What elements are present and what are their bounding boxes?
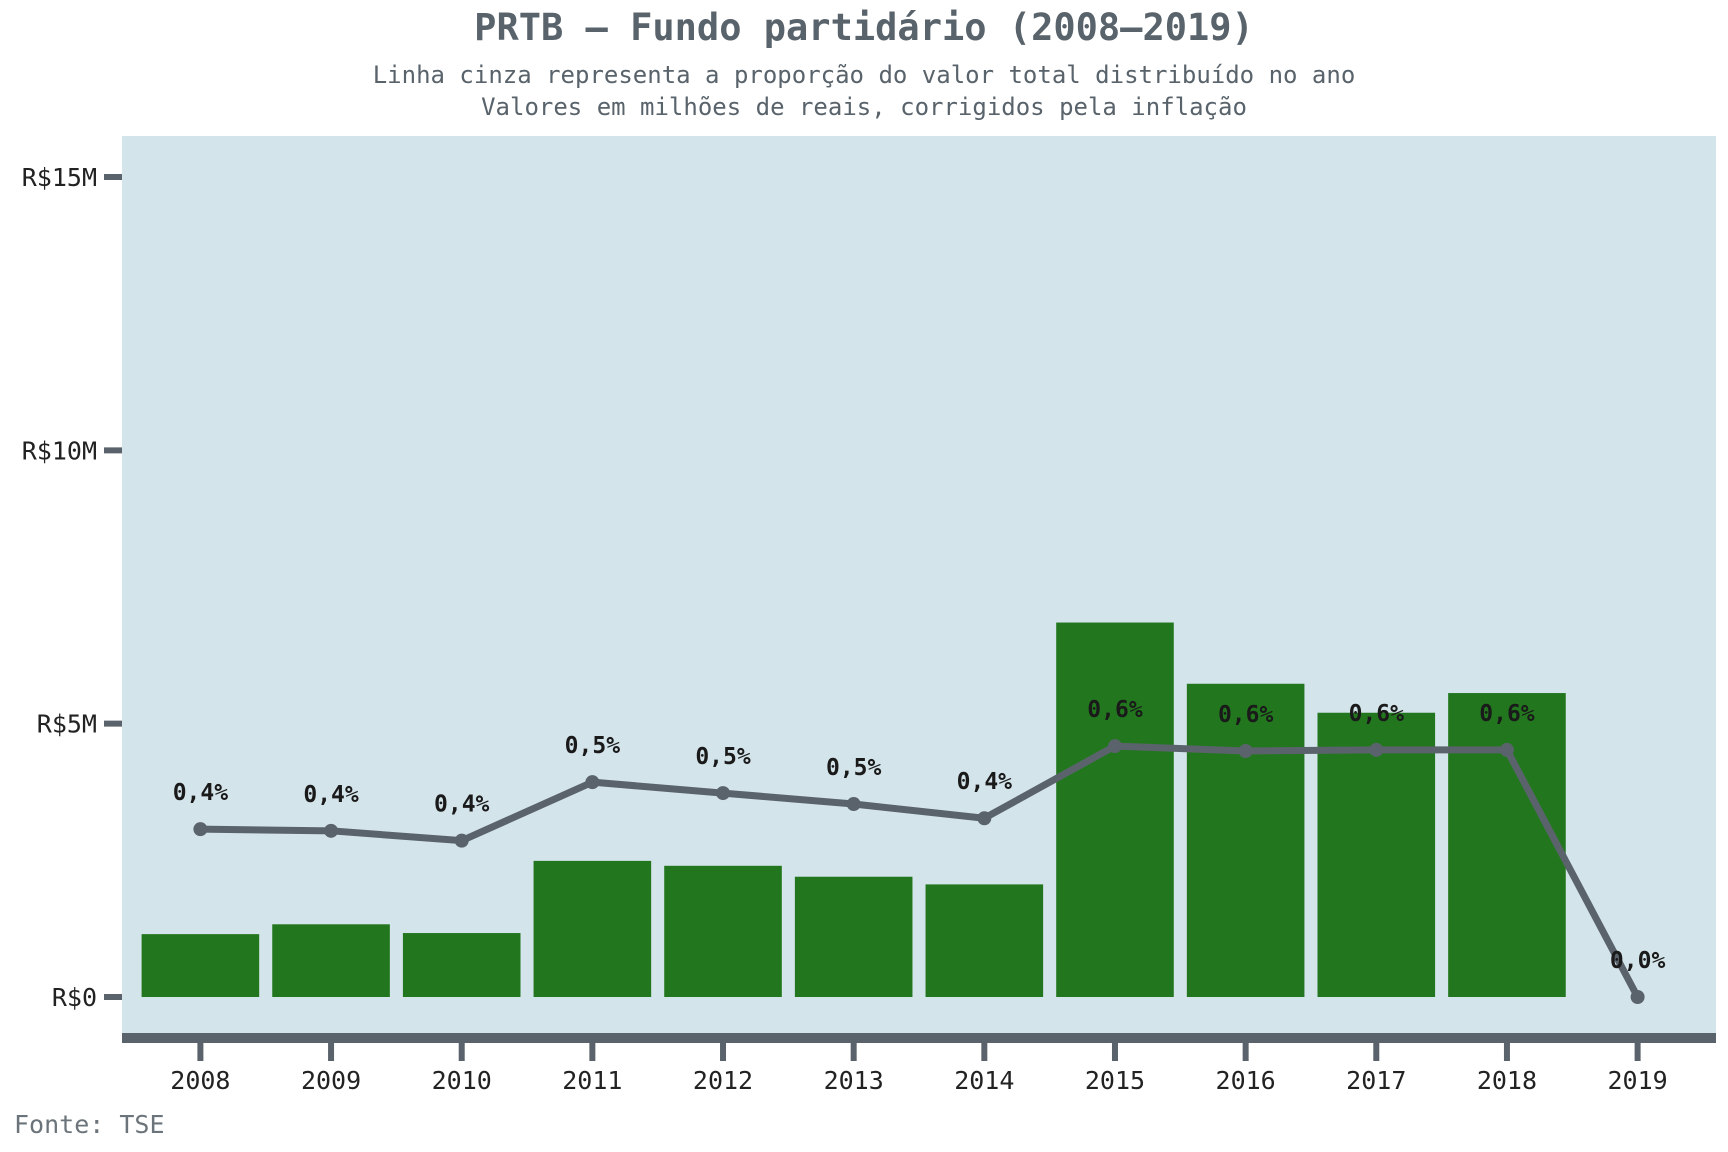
y-tick-label: R$15M — [22, 163, 97, 192]
x-tick-label-2015: 2015 — [1085, 1066, 1145, 1095]
share-label-2008: 0,4% — [173, 780, 229, 806]
share-point-2011 — [585, 775, 600, 790]
share-label-2014: 0,4% — [957, 769, 1013, 795]
bar-2013 — [794, 876, 913, 997]
share-label-2015: 0,6% — [1087, 697, 1143, 723]
share-point-2013 — [846, 797, 861, 812]
bar-2018 — [1448, 693, 1566, 997]
y-tick-label: R$0 — [52, 983, 97, 1012]
x-tick-label-2012: 2012 — [693, 1066, 753, 1095]
y-tick-label: R$10M — [22, 436, 97, 465]
share-point-2014 — [977, 811, 992, 826]
x-tick-label-2009: 2009 — [301, 1066, 361, 1095]
share-label-2009: 0,4% — [303, 782, 359, 808]
share-line — [196, 742, 1642, 1001]
source-caption: Fonte: TSE — [14, 1110, 165, 1139]
chart-title: PRTB – Fundo partidário (2008–2019) — [474, 6, 1254, 49]
x-tick-label-2017: 2017 — [1346, 1066, 1406, 1095]
share-point-2015 — [1107, 739, 1122, 754]
bar-2016 — [1186, 683, 1305, 997]
x-tick-label-2014: 2014 — [954, 1066, 1014, 1095]
bar-2008 — [141, 934, 260, 997]
x-tick-label-2016: 2016 — [1216, 1066, 1276, 1095]
bar-2017 — [1317, 712, 1436, 997]
share-label-2017: 0,6% — [1349, 701, 1405, 727]
chart-subtitle-line1: Linha cinza representa a proporção do va… — [373, 61, 1356, 89]
x-tick-label-2011: 2011 — [562, 1066, 622, 1095]
y-axis: R$0 R$5M R$10M R$15M — [22, 163, 122, 1012]
share-point-2010 — [454, 833, 469, 848]
share-point-2018 — [1499, 742, 1514, 757]
share-label-2010: 0,4% — [434, 792, 490, 818]
share-point-2008 — [193, 822, 208, 837]
share-label-2013: 0,5% — [826, 755, 882, 781]
bar-2009 — [272, 924, 390, 997]
bar-2015 — [1056, 622, 1174, 997]
line-series — [193, 739, 1645, 1004]
bar-2012 — [664, 865, 782, 997]
share-label-2012: 0,5% — [695, 744, 751, 770]
share-label-2011: 0,5% — [565, 733, 621, 759]
bar-2010 — [402, 933, 521, 997]
x-tick-label-2008: 2008 — [170, 1066, 230, 1095]
x-tick-label-2013: 2013 — [824, 1066, 884, 1095]
bar-2014 — [925, 884, 1044, 997]
data-labels: 0,4% 0,4% 0,4% 0,5% 0,5% 0,5% 0,4% 0,6% 0,6% 0,6%… — [173, 697, 1666, 974]
share-point-2019 — [1630, 990, 1645, 1004]
chart-subtitle-line2: Valores em milhões de reais, corrigidos … — [481, 93, 1247, 121]
bar-series — [141, 622, 1566, 997]
share-label-2018: 0,6% — [1479, 701, 1535, 727]
share-label-2019: 0,0% — [1610, 948, 1666, 974]
x-tick-label-2018: 2018 — [1477, 1066, 1537, 1095]
share-point-2017 — [1369, 742, 1384, 757]
x-tick-label-2019: 2019 — [1607, 1066, 1667, 1095]
share-point-2012 — [716, 786, 731, 801]
x-tick-label-2010: 2010 — [432, 1066, 492, 1095]
share-label-2016: 0,6% — [1218, 702, 1274, 728]
y-tick-label: R$5M — [37, 710, 97, 739]
x-axis: 2008 2009 2010 2011 2012 2013 2014 2015 2016 2017… — [122, 1033, 1716, 1095]
share-point-2009 — [324, 823, 339, 838]
share-point-2016 — [1238, 744, 1253, 758]
bar-2011 — [533, 860, 652, 997]
